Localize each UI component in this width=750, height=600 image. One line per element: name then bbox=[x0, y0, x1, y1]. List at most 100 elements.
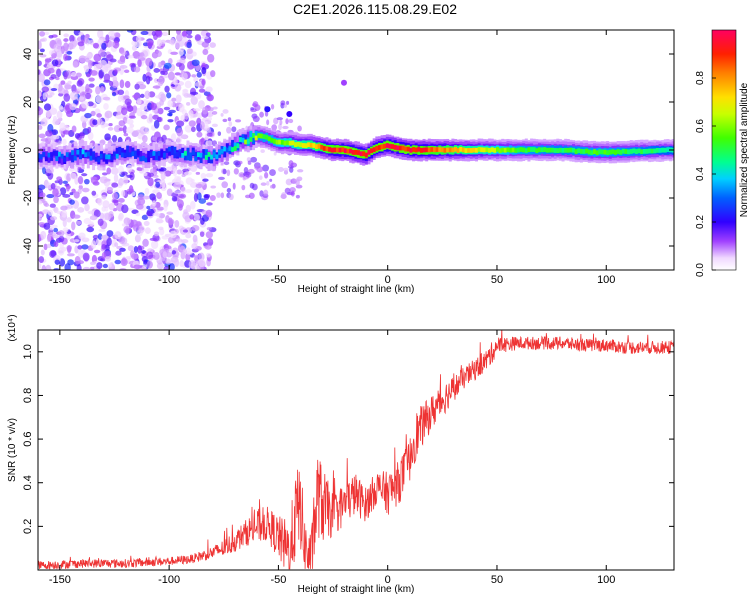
ridge-cell bbox=[566, 147, 570, 153]
noise-blob bbox=[287, 165, 294, 169]
ridge-cell bbox=[136, 150, 140, 156]
ridge-cell bbox=[645, 148, 649, 154]
figure-title: C2E1.2026.115.08.29.E02 bbox=[293, 1, 457, 17]
ridge-cell bbox=[495, 146, 499, 152]
noise-blob bbox=[283, 167, 289, 172]
noise-blob bbox=[123, 132, 129, 137]
noise-blob bbox=[212, 106, 218, 110]
noise-blob bbox=[153, 78, 159, 83]
noise-blob bbox=[190, 91, 199, 95]
ridge-cell bbox=[280, 139, 284, 145]
noise-blob bbox=[185, 247, 191, 255]
noise-blob bbox=[171, 97, 177, 102]
noise-blob bbox=[76, 80, 83, 87]
noise-blob bbox=[152, 212, 159, 216]
ridge-cell bbox=[204, 149, 208, 158]
noise-blob bbox=[103, 73, 111, 82]
noise-blob bbox=[81, 91, 86, 96]
noise-blob bbox=[193, 254, 201, 258]
noise-blob bbox=[163, 204, 168, 212]
ridge-cell bbox=[330, 147, 334, 153]
noise-blob bbox=[150, 240, 159, 250]
noise-blob bbox=[199, 231, 205, 237]
spectrogram-y-ticks: -40 -20 0 20 40 bbox=[22, 48, 674, 254]
ridge-cell bbox=[464, 148, 468, 153]
noise-blob bbox=[114, 32, 120, 38]
noise-blob bbox=[163, 124, 170, 131]
snr-y-label: SNR (10 * v/v) bbox=[7, 418, 18, 482]
noise-blob bbox=[294, 178, 301, 182]
noise-blob bbox=[228, 121, 233, 127]
ridge-cell bbox=[532, 147, 536, 152]
noise-blob bbox=[140, 114, 148, 120]
noise-blob bbox=[167, 218, 175, 225]
colorbar bbox=[711, 29, 737, 271]
noise-blob bbox=[205, 173, 214, 178]
noise-blob bbox=[198, 88, 206, 93]
noise-blob bbox=[201, 41, 209, 48]
ridge-cell bbox=[398, 145, 402, 151]
noise-blob bbox=[39, 31, 46, 37]
noise-blob bbox=[143, 259, 148, 265]
noise-blob bbox=[162, 71, 168, 76]
ridge-cell bbox=[38, 153, 40, 158]
noise-blob bbox=[53, 227, 59, 233]
ridge-cell bbox=[168, 147, 172, 156]
ridge-cell bbox=[490, 147, 494, 153]
noise-blob bbox=[52, 115, 57, 122]
ridge-cell bbox=[220, 148, 224, 154]
noise-blob bbox=[143, 220, 150, 226]
noise-blob bbox=[191, 59, 200, 67]
ridge-cell bbox=[94, 156, 98, 162]
ridge-cell bbox=[233, 146, 237, 151]
noise-blob bbox=[120, 51, 127, 56]
noise-blob bbox=[180, 186, 186, 192]
noise-blob bbox=[201, 35, 209, 40]
noise-blob bbox=[71, 221, 76, 231]
noise-blob bbox=[195, 171, 201, 175]
ridge-cell bbox=[485, 147, 489, 153]
noise-blob bbox=[86, 73, 91, 78]
noise-blob bbox=[203, 194, 210, 201]
noise-blob bbox=[132, 94, 139, 99]
noise-blob bbox=[205, 32, 211, 37]
y-tick-label: 0.2 bbox=[22, 519, 34, 534]
ridge-cell bbox=[212, 154, 216, 167]
noise-blob bbox=[38, 69, 41, 75]
noise-blob bbox=[98, 228, 106, 232]
noise-blob bbox=[155, 181, 161, 188]
ridge-cell bbox=[493, 148, 497, 153]
noise-blob bbox=[200, 121, 205, 130]
ridge-cell bbox=[653, 148, 657, 154]
noise-blob bbox=[179, 57, 186, 65]
ridge-cell bbox=[477, 146, 481, 152]
noise-blob bbox=[124, 98, 132, 106]
ridge-cell bbox=[60, 153, 64, 159]
noise-blob bbox=[67, 253, 75, 257]
noise-blob bbox=[92, 42, 100, 49]
noise-blob bbox=[75, 220, 82, 225]
noise-blob bbox=[96, 113, 102, 118]
ridge-cell bbox=[115, 147, 119, 157]
ridge-cell bbox=[454, 146, 458, 152]
noise-blob bbox=[40, 138, 49, 142]
ridge-cell bbox=[267, 136, 271, 142]
noise-blob bbox=[58, 105, 64, 110]
noise-blob bbox=[252, 115, 260, 123]
noise-blob bbox=[89, 266, 95, 270]
noise-blob bbox=[245, 125, 249, 131]
noise-blob bbox=[43, 31, 50, 36]
noise-blob bbox=[166, 211, 174, 215]
noise-blob bbox=[206, 127, 211, 133]
ridge-cell bbox=[396, 145, 400, 151]
noise-blob bbox=[148, 76, 153, 81]
noise-blob bbox=[63, 71, 68, 80]
noise-blob bbox=[200, 172, 207, 180]
noise-blob bbox=[126, 164, 133, 172]
ridge-cell bbox=[126, 145, 130, 155]
noise-blob bbox=[222, 168, 227, 175]
noise-blob bbox=[296, 169, 304, 173]
noise-blob bbox=[248, 192, 255, 199]
noise-blob bbox=[82, 252, 90, 262]
noise-blob bbox=[147, 172, 154, 178]
